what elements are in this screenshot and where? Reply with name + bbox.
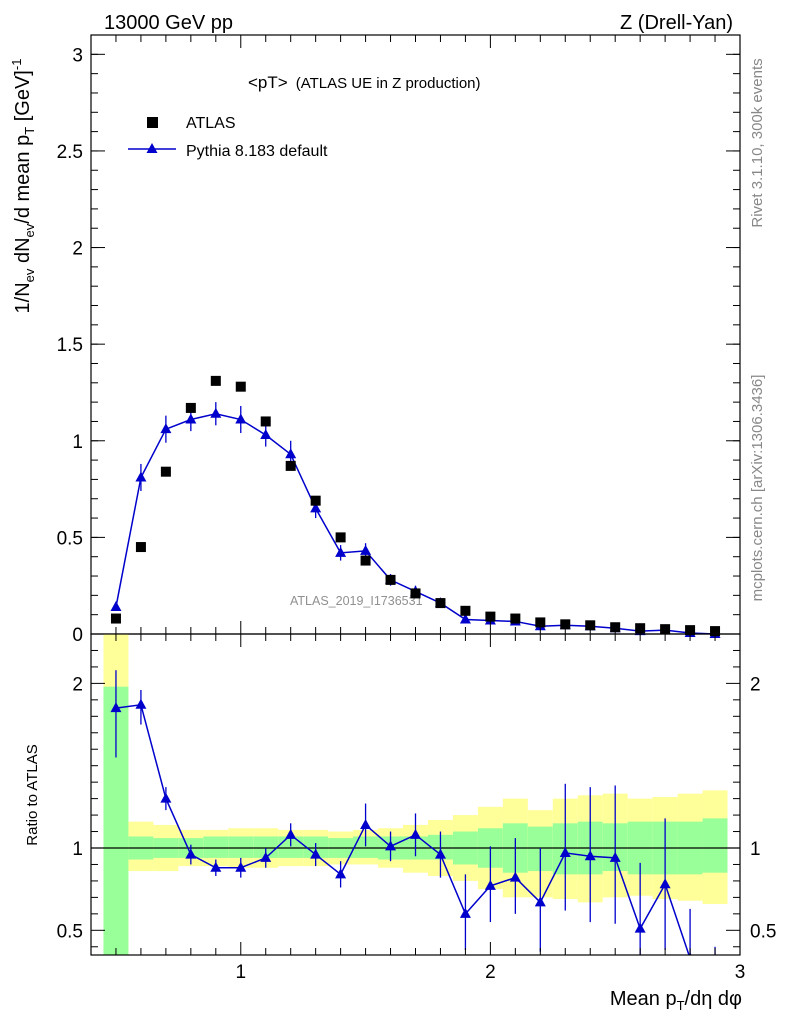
- stat-band-bin: [702, 818, 728, 873]
- ratio-point: [385, 840, 397, 851]
- atlas-point: [460, 605, 471, 616]
- xtick-label: 1: [235, 962, 246, 983]
- ratio-point: [434, 848, 446, 859]
- ratio-point: [210, 861, 222, 872]
- plot-title-sub: (ATLAS UE in Z production): [296, 75, 481, 92]
- atlas-point: [335, 532, 346, 543]
- pythia-point: [110, 600, 122, 611]
- header-left: 13000 GeV pp: [104, 12, 233, 34]
- ratio-point: [484, 879, 496, 890]
- atlas-point: [535, 617, 546, 628]
- ratio-point: [584, 850, 596, 861]
- pythia-point: [235, 413, 247, 424]
- x-axis-label: Mean pT/dη dφ: [610, 988, 742, 1013]
- stat-band-bin: [203, 836, 229, 858]
- xtick-label: 3: [735, 962, 746, 983]
- ratio-ytick-label: 2: [72, 674, 83, 695]
- stat-band-bin: [353, 836, 379, 858]
- atlas-point: [485, 611, 496, 622]
- atlas-point: [410, 588, 421, 599]
- ratio-point: [360, 818, 372, 829]
- ratio-ytick-label-right: 2: [750, 674, 761, 695]
- ratio-y-axis-label: Ratio to ATLAS: [24, 744, 41, 845]
- atlas-point: [110, 613, 121, 624]
- atlas-point: [260, 416, 271, 427]
- ratio-point: [335, 868, 347, 879]
- pythia-point: [160, 423, 172, 434]
- atlas-point: [210, 375, 221, 386]
- ratio-point: [160, 792, 172, 803]
- atlas-point: [510, 613, 521, 624]
- main-ytick-label: 0.5: [57, 528, 83, 549]
- main-plot-panel: <pT> (ATLAS UE in Z production) ATLAS_201…: [9, 34, 741, 646]
- atlas-point: [385, 574, 396, 585]
- pythia-point: [135, 471, 147, 482]
- main-ytick-label: 2: [72, 239, 83, 260]
- ratio-point: [110, 702, 122, 713]
- plot-title-main: <pT>: [248, 73, 288, 92]
- ratio-series-group: [110, 670, 716, 955]
- legend-label-atlas: ATLAS: [186, 115, 236, 132]
- pythia-point: [260, 428, 272, 439]
- y-axis-label: 1/Nev dNev/d mean pT [GeV]-1: [9, 59, 37, 314]
- stat-band-bin: [278, 836, 304, 858]
- ratio-point: [235, 861, 247, 872]
- main-ytick-label: 1.5: [57, 335, 83, 356]
- ratio-point: [609, 851, 621, 862]
- ratio-ytick-label: 0.5: [57, 921, 83, 942]
- ratio-point: [185, 848, 197, 859]
- ratio-point: [634, 922, 646, 933]
- pythia-point: [335, 546, 347, 557]
- ratio-point: [135, 698, 147, 709]
- ratio-point: [534, 896, 546, 907]
- atlas-point: [585, 620, 596, 631]
- ratio-frame: [90, 633, 741, 956]
- ratio-ytick-label-right: 0.5: [750, 921, 776, 942]
- rivet-label: Rivet 3.1.10, 300k events: [749, 58, 766, 227]
- atlas-point: [135, 542, 146, 553]
- main-ytick-label: 1: [72, 432, 83, 453]
- atlas-point: [310, 495, 321, 506]
- main-ytick-label: 3: [72, 45, 83, 66]
- legend: ATLAS Pythia 8.183 default: [128, 115, 328, 160]
- pythia-point: [360, 544, 372, 555]
- ratio-point: [509, 871, 521, 882]
- pythia-point: [459, 613, 471, 624]
- xtick-label: 2: [485, 962, 496, 983]
- watermark: ATLAS_2019_I1736531: [290, 594, 423, 608]
- mcplots-label: mcplots.cern.ch [arXiv:1306.3436]: [749, 375, 766, 602]
- atlas-point: [235, 381, 246, 392]
- legend-marker-pythia: [146, 143, 158, 153]
- atlas-point: [435, 598, 446, 609]
- ratio-point: [459, 907, 471, 918]
- ratio-point: [559, 846, 571, 857]
- plot-title: <pT> (ATLAS UE in Z production): [248, 73, 481, 92]
- ratio-point: [310, 848, 322, 859]
- atlas-point: [285, 460, 296, 471]
- stat-band-bin: [228, 836, 254, 858]
- ratio-ytick-label: 1: [72, 839, 83, 860]
- ratio-point: [659, 878, 671, 889]
- header-right: Z (Drell-Yan): [620, 12, 733, 34]
- atlas-point: [185, 402, 196, 413]
- pythia-point: [210, 407, 222, 418]
- legend-label-pythia: Pythia 8.183 default: [186, 143, 328, 160]
- pythia-point: [285, 448, 297, 459]
- atlas-point: [160, 466, 171, 477]
- ratio-point: [410, 828, 421, 839]
- atlas-point: [360, 555, 371, 566]
- main-ytick-label: 0: [72, 625, 83, 646]
- legend-marker-atlas: [147, 117, 158, 128]
- ratio-plot-panel: 0.5 0.5 1 1 2 2 1 2 3 Ratio to ATLAS Mean pT/dη …: [24, 633, 776, 1013]
- pythia-point: [310, 502, 322, 513]
- pythia-point: [185, 413, 197, 424]
- ratio-ytick-label-right: 1: [750, 839, 761, 860]
- main-ytick-label: 2.5: [57, 142, 83, 163]
- atlas-point: [560, 619, 571, 630]
- ratio-point: [285, 828, 297, 839]
- ratio-point: [260, 851, 272, 862]
